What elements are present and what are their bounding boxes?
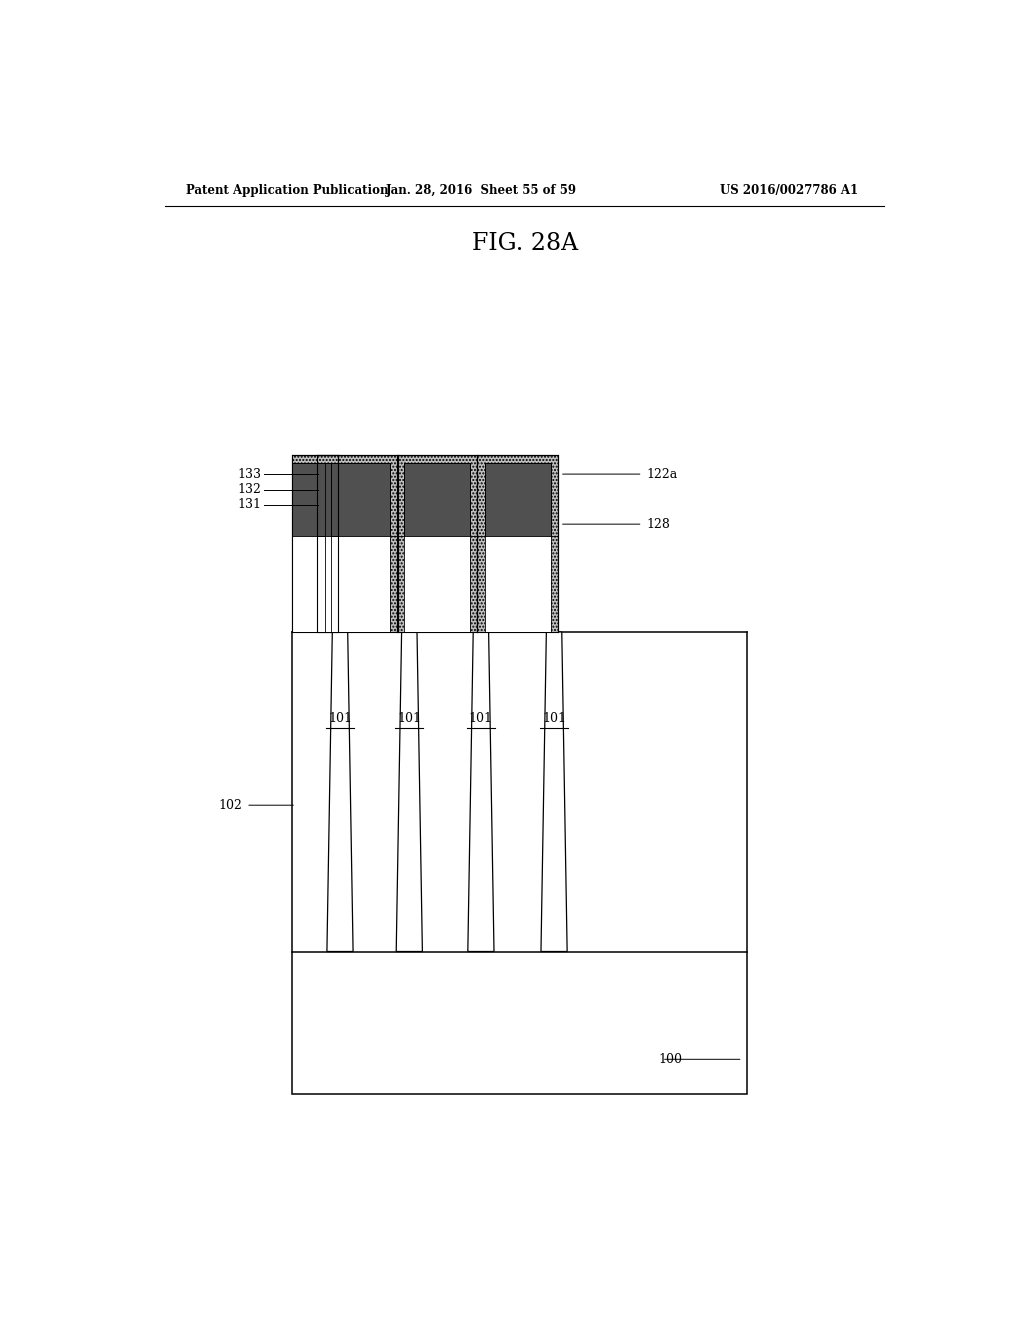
Polygon shape xyxy=(541,632,567,952)
Text: FIG. 28A: FIG. 28A xyxy=(472,231,578,255)
Bar xyxy=(292,455,339,632)
Bar xyxy=(404,462,470,536)
Bar xyxy=(292,952,746,1094)
Text: 101: 101 xyxy=(469,713,493,726)
Bar xyxy=(292,462,331,536)
Text: 101: 101 xyxy=(397,713,421,726)
Text: 128: 128 xyxy=(646,517,671,531)
Text: 101: 101 xyxy=(542,713,566,726)
Text: 122a: 122a xyxy=(646,467,678,480)
Bar xyxy=(292,536,331,632)
Text: 100: 100 xyxy=(658,1053,682,1065)
Polygon shape xyxy=(327,632,353,952)
Polygon shape xyxy=(396,632,422,952)
Bar xyxy=(317,455,398,632)
Text: 101: 101 xyxy=(328,713,352,726)
Text: US 2016/0027786 A1: US 2016/0027786 A1 xyxy=(720,185,858,197)
Polygon shape xyxy=(468,632,494,952)
Bar xyxy=(477,455,558,632)
Text: Patent Application Publication: Patent Application Publication xyxy=(186,185,388,197)
Bar xyxy=(396,455,477,632)
Text: 131: 131 xyxy=(238,499,261,511)
Text: 133: 133 xyxy=(238,467,261,480)
Text: Jan. 28, 2016  Sheet 55 of 59: Jan. 28, 2016 Sheet 55 of 59 xyxy=(385,185,577,197)
Text: 132: 132 xyxy=(238,483,261,496)
Bar xyxy=(485,462,551,536)
Text: 102: 102 xyxy=(218,799,243,812)
Bar xyxy=(325,462,390,536)
Bar xyxy=(485,536,551,632)
Bar xyxy=(404,536,470,632)
Bar xyxy=(325,536,390,632)
